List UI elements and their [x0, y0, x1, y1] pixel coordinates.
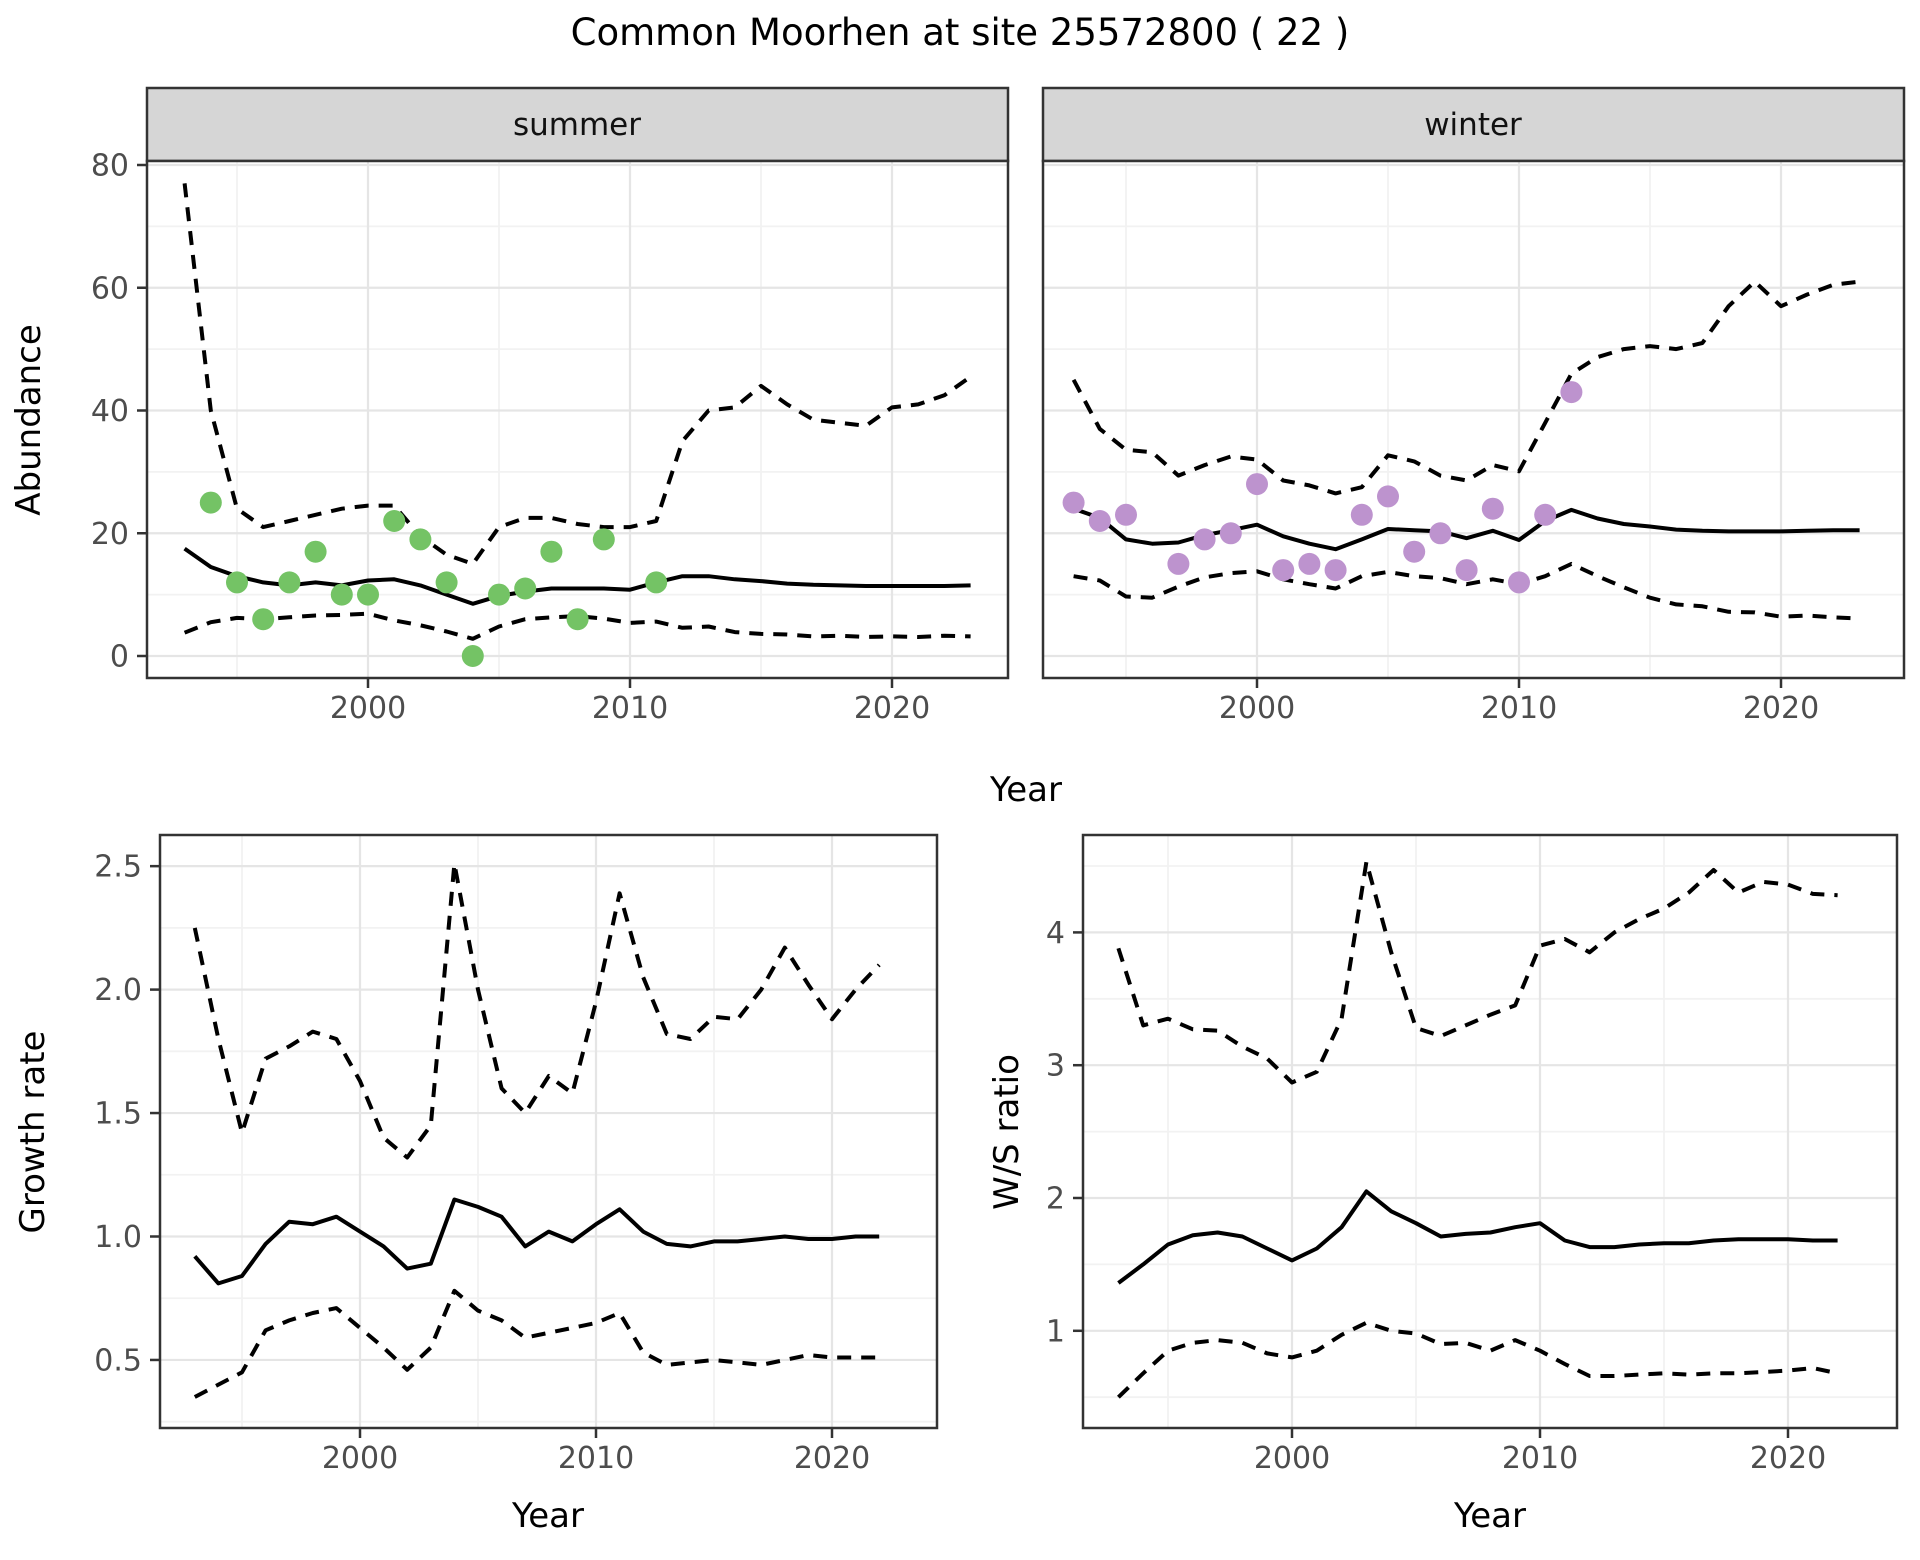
summer-observed-point [435, 571, 458, 594]
summer-observed-point [278, 571, 301, 594]
ws-median-line [1117, 1189, 1838, 1285]
summer-observed-point [461, 645, 484, 667]
x-tick-label: 2010 [1502, 1441, 1578, 1476]
growth-rate-axis-title: Growth rate [13, 1031, 53, 1234]
summer-panel-bg [147, 161, 1008, 678]
growth-lower_ci-line [193, 1288, 880, 1399]
x-tick-label: 2010 [558, 1441, 634, 1476]
panels-layer: 2000 2010 2020 0 20 40 60 80 2000 2010 2020 2000 201… [91, 149, 1906, 1476]
winter-lower_ci-line [1073, 561, 1860, 621]
y-tick-label: 1.0 [94, 1220, 142, 1255]
y-tick-label: 40 [91, 394, 129, 429]
winter-observed-point [1350, 503, 1373, 526]
ws-year-axis-title: Year [1453, 1496, 1526, 1536]
ws-ratio-axis-title: W/S ratio [987, 1054, 1027, 1210]
panel-summer: 2000 2010 2020 0 20 40 60 80 [91, 149, 1010, 726]
summer-observed-point [592, 528, 615, 551]
x-tick-label: 2000 [330, 691, 406, 726]
summer-observed-point [645, 571, 668, 594]
chart-title: Common Moorhen at site 25572800 ( 22 ) [571, 11, 1350, 54]
x-tick-label: 2020 [854, 691, 930, 726]
abundance-axis-title: Abundance [9, 324, 49, 516]
y-tick-label: 2 [1046, 1182, 1065, 1217]
y-tick-label: 2.5 [94, 850, 142, 885]
facet-strip-winter [1041, 86, 1906, 163]
x-tick-label: 2020 [1743, 691, 1819, 726]
winter-observed-point [1377, 485, 1399, 508]
growth-upper_ci-line [192, 861, 881, 1160]
ws-lower_ci-line [1117, 1320, 1839, 1399]
y-tick-label: 0 [110, 640, 129, 675]
top-year-axis-title: Year [989, 770, 1062, 810]
winter-observed-point [1403, 540, 1426, 563]
summer-panel-border [145, 159, 1010, 680]
winter-observed-point [1115, 503, 1137, 526]
winter-observed-point [1508, 571, 1530, 594]
y-tick-label: 80 [91, 149, 129, 184]
y-tick-label: 20 [91, 517, 129, 552]
summer-observed-point [226, 571, 248, 594]
winter-observed-point [1298, 552, 1321, 575]
growth-panel-bg [160, 835, 937, 1428]
summer-observed-point [199, 491, 222, 514]
summer-observed-point [383, 510, 406, 532]
summer-observed-point [514, 577, 537, 600]
x-tick-label: 2000 [1219, 691, 1295, 726]
x-tick-label: 2020 [1750, 1441, 1826, 1476]
winter-observed-point [1193, 528, 1216, 551]
winter-upper_ci-line [1071, 279, 1860, 496]
summer-observed-point [252, 608, 275, 631]
summer-median-line [183, 546, 971, 606]
winter-observed-point [1324, 559, 1347, 582]
y-tick-label: 2.0 [94, 973, 142, 1008]
y-tick-label: 3 [1046, 1049, 1065, 1084]
facet-strip-summer-label: summer [513, 107, 641, 143]
panel-winter: 2000 2010 2020 [1041, 159, 1906, 726]
summer-observed-point [540, 540, 563, 563]
winter-panel-border [1041, 159, 1906, 680]
summer-observed-point [409, 528, 432, 551]
x-tick-label: 2000 [322, 1441, 398, 1476]
x-tick-label: 2020 [794, 1441, 870, 1476]
growth-panel-border [158, 833, 939, 1430]
summer-upper_ci-line [182, 183, 972, 566]
summer-observed-point [330, 583, 353, 606]
summer-observed-point [488, 583, 510, 606]
ws-panel-border [1081, 833, 1899, 1430]
y-tick-label: 60 [91, 271, 129, 306]
panel-ws: 2000 2010 2020 1 2 3 4 [1046, 833, 1899, 1476]
winter-observed-point [1481, 497, 1504, 520]
winter-observed-point [1560, 381, 1583, 404]
growth-year-axis-title: Year [511, 1496, 584, 1536]
winter-observed-point [1219, 522, 1242, 545]
facet-strip-summer [145, 86, 1010, 163]
summer-observed-point [357, 583, 379, 606]
facet-strip-winter-label: winter [1424, 107, 1522, 143]
x-tick-label: 2010 [592, 691, 668, 726]
growth-median-line [193, 1197, 880, 1286]
winter-observed-point [1246, 473, 1268, 496]
y-tick-label: 1.5 [94, 1097, 142, 1132]
y-tick-label: 4 [1046, 916, 1065, 951]
winter-observed-point [1455, 559, 1478, 582]
winter-observed-point [1534, 503, 1557, 526]
x-tick-label: 2010 [1481, 691, 1557, 726]
summer-observed-point [566, 608, 589, 631]
panel-growth: 2000 2010 2020 0.5 1.0 1.5 2.0 2.5 [94, 833, 939, 1476]
x-tick-label: 2000 [1254, 1441, 1330, 1476]
winter-observed-point [1167, 552, 1190, 575]
y-tick-label: 0.5 [94, 1343, 142, 1378]
summer-lower_ci-line [183, 611, 971, 641]
y-tick-label: 1 [1046, 1314, 1065, 1349]
winter-observed-point [1088, 510, 1111, 532]
summer-observed-point [304, 540, 327, 563]
winter-observed-point [1272, 559, 1295, 582]
winter-observed-point [1429, 522, 1452, 545]
winter-observed-point [1062, 491, 1085, 514]
winter-panel-bg [1043, 161, 1904, 678]
